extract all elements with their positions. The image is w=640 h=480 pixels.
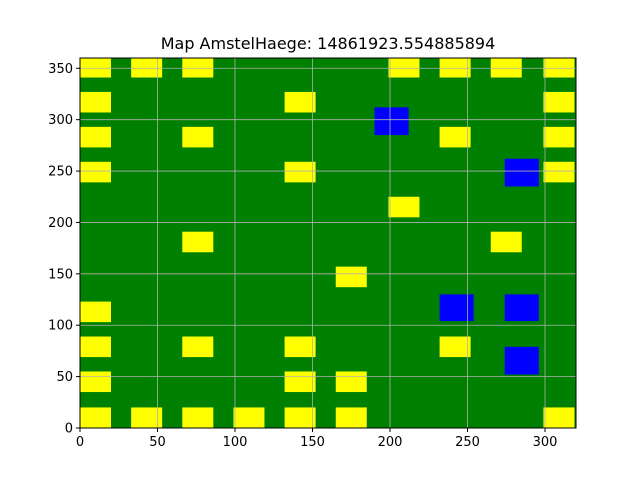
y-tick-label: 150 [48, 267, 73, 282]
house [80, 91, 111, 113]
house [80, 161, 111, 183]
x-tick-label: 50 [149, 435, 166, 450]
y-tick-label: 300 [48, 113, 73, 128]
water-bodies [374, 107, 539, 375]
y-tick-label: 0 [65, 422, 73, 437]
house [543, 407, 575, 428]
x-tick-label: 250 [455, 435, 480, 450]
house [80, 407, 111, 428]
house [182, 231, 214, 253]
x-tick-label: 0 [76, 435, 84, 450]
house [182, 126, 214, 148]
x-tick-label: 150 [300, 435, 325, 450]
water-body [504, 158, 539, 187]
chart-title: Map AmstelHaege: 14861923.554885894 [161, 34, 496, 53]
house [439, 126, 471, 148]
water-body [504, 346, 539, 375]
house [490, 231, 522, 253]
plot-frame [79, 57, 577, 429]
house [182, 407, 214, 428]
house [233, 407, 265, 428]
house [335, 371, 367, 393]
x-tick-label: 100 [223, 435, 248, 450]
house [284, 91, 316, 113]
water-body [439, 294, 474, 322]
house [543, 58, 575, 78]
y-tick-label: 350 [48, 62, 73, 77]
house [80, 336, 111, 358]
house [284, 407, 316, 428]
house [80, 371, 111, 393]
house [80, 58, 111, 78]
house [388, 58, 420, 78]
y-tick-label: 250 [48, 165, 73, 180]
house [543, 161, 575, 183]
water-body [504, 294, 539, 322]
x-tick-label: 300 [533, 435, 558, 450]
house [543, 126, 575, 148]
x-axis: 0 50 100 150 200 250 300 [76, 428, 558, 450]
house [182, 58, 214, 78]
houses [80, 58, 575, 428]
water-body [374, 107, 409, 136]
house [335, 407, 367, 428]
house [388, 196, 420, 218]
house [80, 301, 111, 323]
house [131, 407, 163, 428]
house [284, 371, 316, 393]
y-axis: 0 50 100 150 200 250 300 350 [48, 62, 80, 437]
house [131, 58, 163, 78]
plot-area [79, 57, 577, 429]
y-tick-label: 200 [48, 216, 73, 231]
grid-lines [79, 58, 576, 429]
y-tick-label: 100 [48, 319, 73, 334]
x-tick-label: 200 [378, 435, 403, 450]
house [182, 336, 214, 358]
house [284, 161, 316, 183]
house [439, 58, 471, 78]
y-tick-label: 50 [56, 370, 73, 385]
house [543, 91, 575, 113]
house [335, 266, 367, 288]
house [80, 126, 111, 148]
house [439, 336, 471, 358]
house [284, 336, 316, 358]
house [490, 58, 522, 78]
